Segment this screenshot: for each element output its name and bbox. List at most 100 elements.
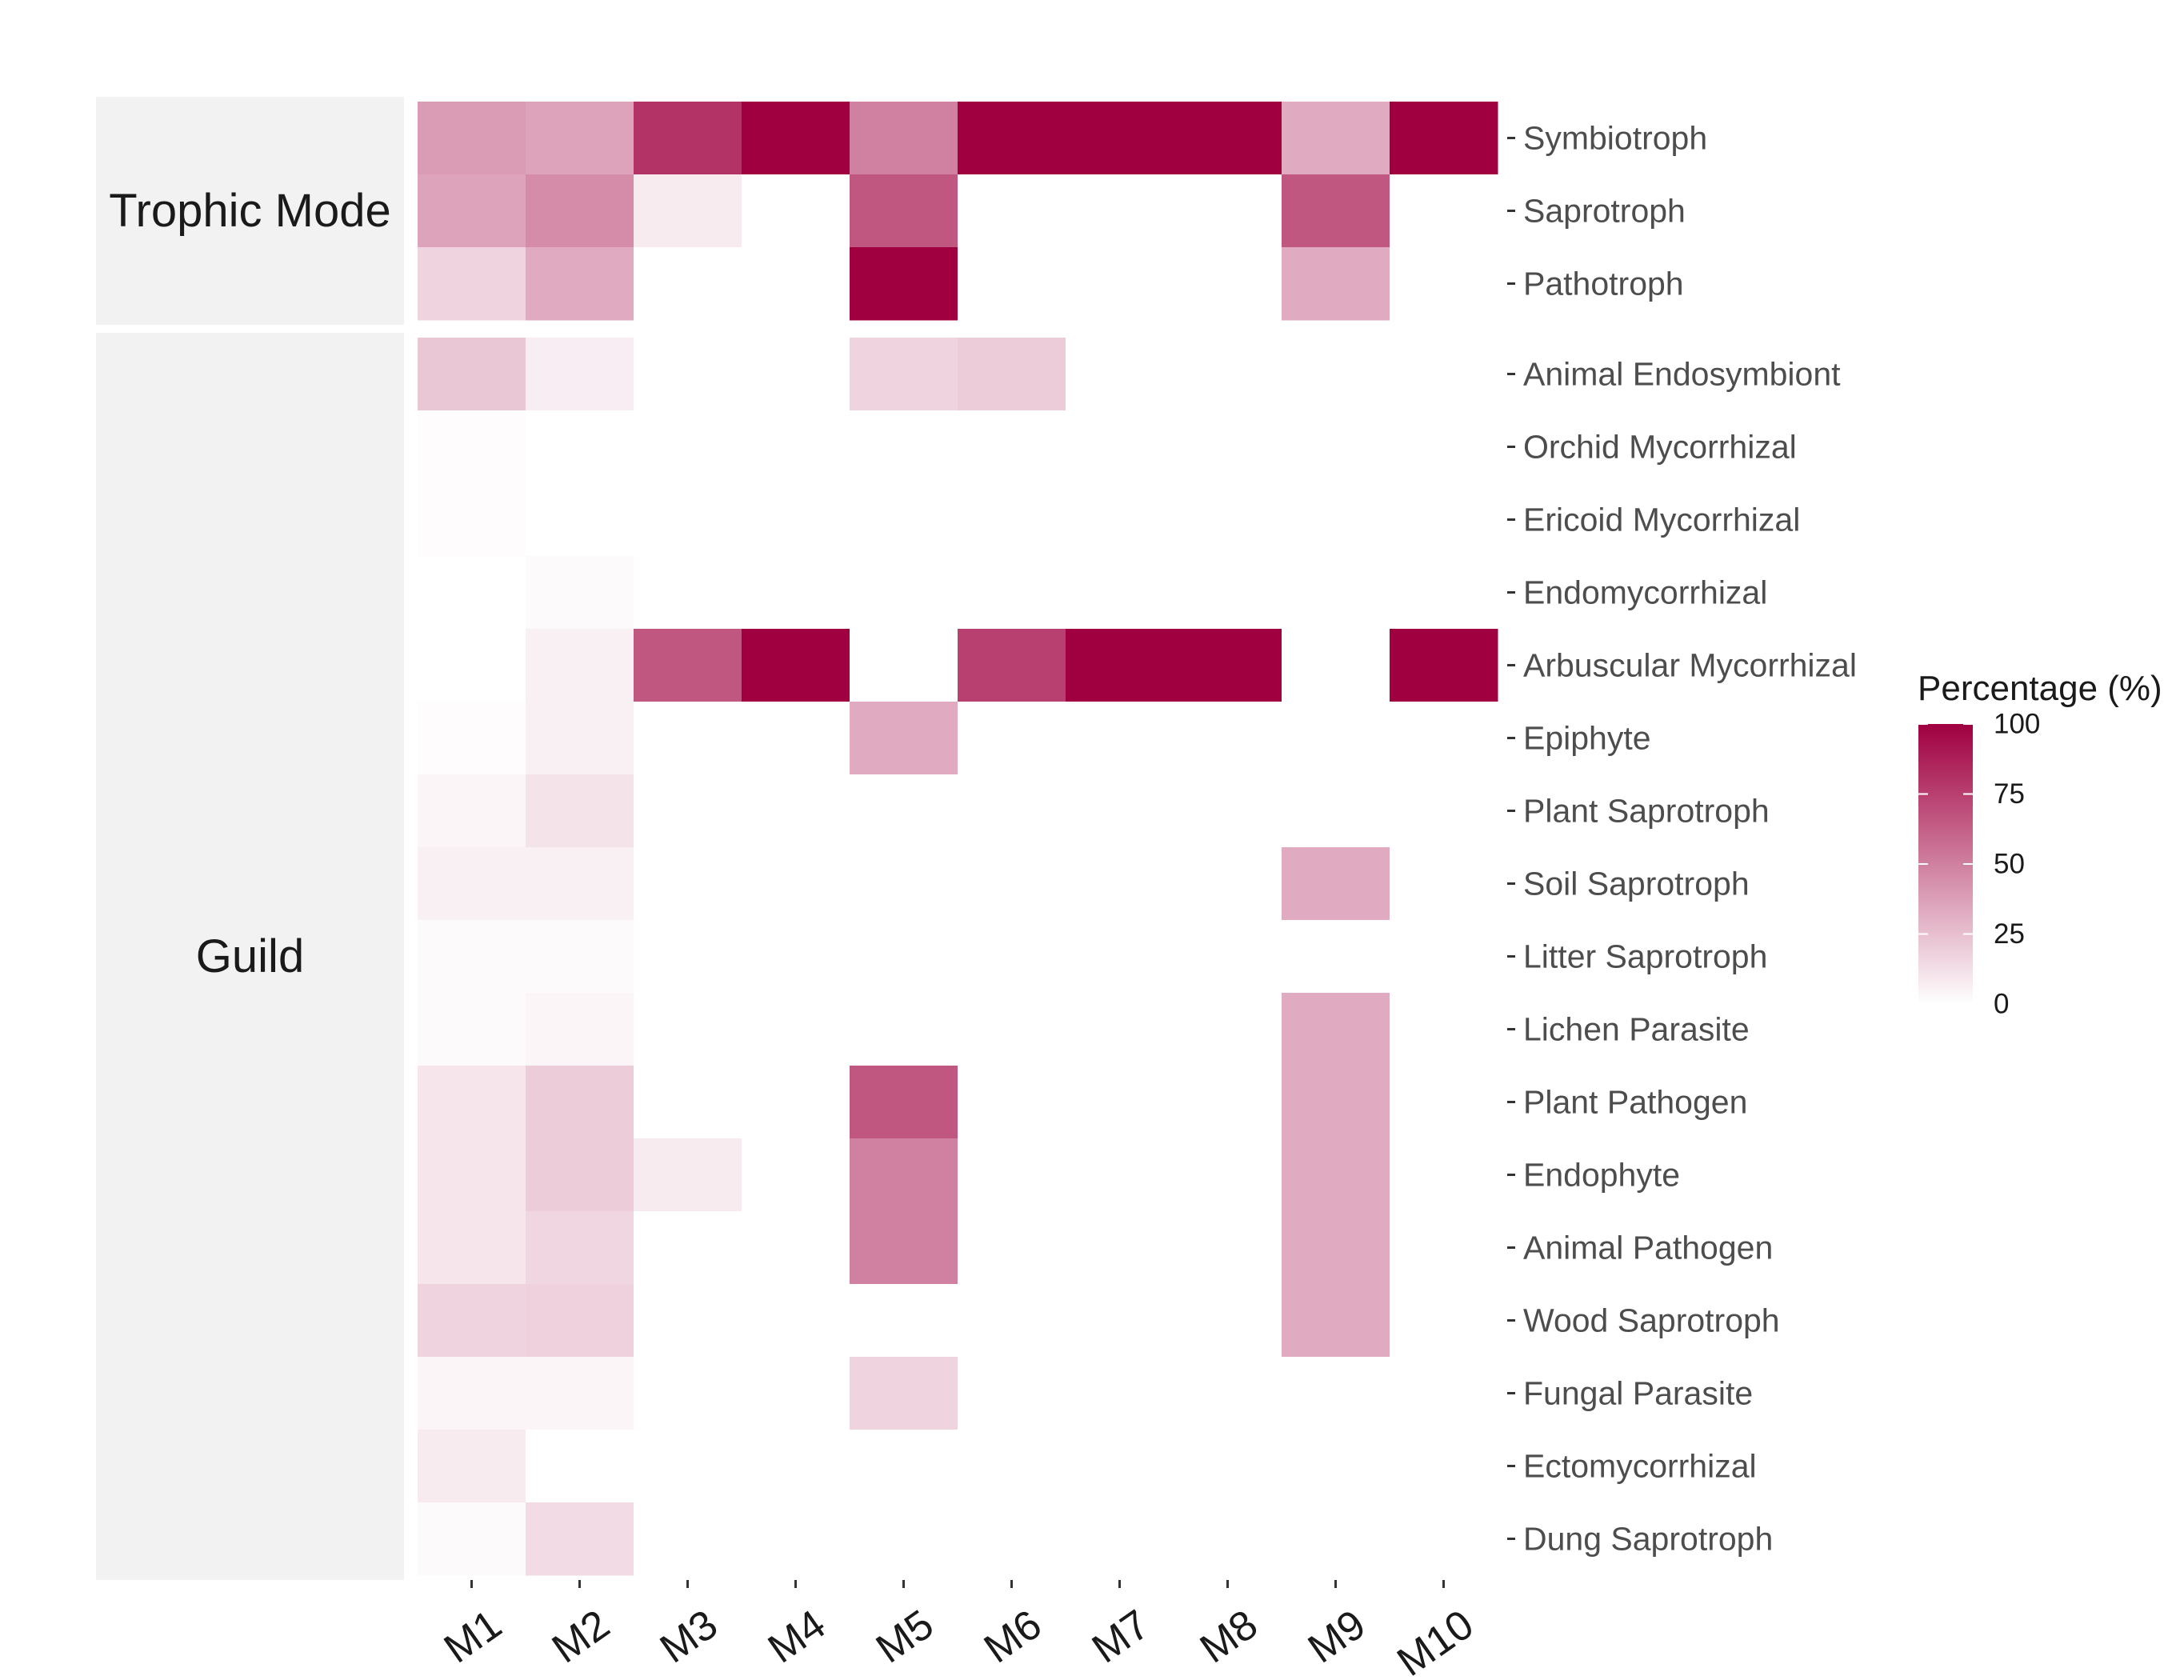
column-label-m6: M6 (976, 1601, 1050, 1672)
cell-soil-saprotroph-m5 (850, 847, 958, 921)
cell-lichen-parasite-m7 (1066, 993, 1174, 1066)
cell-pathotroph-m7 (1066, 247, 1174, 321)
row-label-endomycorrhizal: Endomycorrhizal (1523, 574, 1767, 611)
column-label-m1: M1 (436, 1601, 510, 1672)
cell-plant-pathogen-m5 (850, 1066, 958, 1139)
cell-arbuscular-mycorrhizal-m7 (1066, 629, 1174, 702)
cell-dung-saprotroph-m3 (634, 1502, 742, 1576)
row-label-symbiotroph: Symbiotroph (1523, 120, 1707, 157)
cell-endomycorrhizal-m3 (634, 556, 742, 630)
legend-ticks: 0 25 50 75 100 (1918, 709, 2040, 1020)
cell-symbiotroph-m1 (418, 102, 526, 175)
cell-ericoid-mycorrhizal-m7 (1066, 483, 1174, 557)
row-label-litter-saprotroph: Litter Saprotroph (1523, 938, 1767, 975)
cell-endophyte-m2 (526, 1138, 634, 1212)
facet-strip-trophic-mode (96, 97, 404, 325)
row-label-pathotroph: Pathotroph (1523, 266, 1684, 302)
cell-epiphyte-m8 (1174, 702, 1282, 775)
cell-plant-pathogen-m3 (634, 1066, 742, 1139)
cell-epiphyte-m3 (634, 702, 742, 775)
cell-dung-saprotroph-m4 (742, 1502, 850, 1576)
cell-litter-saprotroph-m5 (850, 920, 958, 994)
cell-wood-saprotroph-m1 (418, 1284, 526, 1358)
cell-orchid-mycorrhizal-m5 (850, 410, 958, 484)
column-label-m5: M5 (868, 1601, 942, 1672)
cell-lichen-parasite-m5 (850, 993, 958, 1066)
cell-arbuscular-mycorrhizal-m5 (850, 629, 958, 702)
cell-ectomycorrhizal-m6 (958, 1430, 1066, 1503)
cell-animal-pathogen-m10 (1390, 1211, 1498, 1285)
cell-animal-endosymbiont-m2 (526, 338, 634, 411)
cell-ericoid-mycorrhizal-m1 (418, 483, 526, 557)
cell-epiphyte-m9 (1282, 702, 1390, 775)
cell-epiphyte-m5 (850, 702, 958, 775)
cell-animal-endosymbiont-m4 (742, 338, 850, 411)
cell-symbiotroph-m2 (526, 102, 634, 175)
cell-pathotroph-m6 (958, 247, 1066, 321)
cell-endomycorrhizal-m7 (1066, 556, 1174, 630)
cell-dung-saprotroph-m5 (850, 1502, 958, 1576)
cell-ectomycorrhizal-m1 (418, 1430, 526, 1503)
row-label-animal-pathogen: Animal Pathogen (1523, 1230, 1773, 1266)
column-label-m4: M4 (760, 1601, 834, 1672)
cell-soil-saprotroph-m4 (742, 847, 850, 921)
cell-orchid-mycorrhizal-m3 (634, 410, 742, 484)
column-label-m2: M2 (544, 1601, 618, 1672)
facet-strips: Trophic Mode Guild (96, 97, 404, 1580)
cell-endophyte-m6 (958, 1138, 1066, 1212)
cell-saprotroph-m7 (1066, 174, 1174, 248)
row-label-saprotroph: Saprotroph (1523, 193, 1686, 230)
cell-arbuscular-mycorrhizal-m8 (1174, 629, 1282, 702)
cell-symbiotroph-m10 (1390, 102, 1498, 175)
cell-pathotroph-m3 (634, 247, 742, 321)
cell-animal-pathogen-m1 (418, 1211, 526, 1285)
row-label-lichen-parasite: Lichen Parasite (1523, 1011, 1750, 1048)
cell-lichen-parasite-m6 (958, 993, 1066, 1066)
cell-soil-saprotroph-m3 (634, 847, 742, 921)
row-label-endophyte: Endophyte (1523, 1157, 1680, 1194)
cell-plant-pathogen-m4 (742, 1066, 850, 1139)
row-label-ericoid-mycorrhizal: Ericoid Mycorrhizal (1523, 502, 1800, 538)
row-label-animal-endosymbiont: Animal Endosymbiont (1523, 356, 1841, 393)
column-label-m8: M8 (1192, 1601, 1266, 1672)
heatmap-cells (418, 102, 1498, 1576)
cell-plant-saprotroph-m3 (634, 774, 742, 848)
cell-epiphyte-m6 (958, 702, 1066, 775)
cell-litter-saprotroph-m1 (418, 920, 526, 994)
cell-ericoid-mycorrhizal-m4 (742, 483, 850, 557)
cell-epiphyte-m4 (742, 702, 850, 775)
cell-fungal-parasite-m2 (526, 1357, 634, 1430)
cell-endophyte-m9 (1282, 1138, 1390, 1212)
cell-endomycorrhizal-m2 (526, 556, 634, 630)
cell-plant-saprotroph-m6 (958, 774, 1066, 848)
cell-plant-saprotroph-m2 (526, 774, 634, 848)
column-label-m7: M7 (1084, 1601, 1158, 1672)
cell-animal-endosymbiont-m8 (1174, 338, 1282, 411)
cell-soil-saprotroph-m1 (418, 847, 526, 921)
cell-litter-saprotroph-m10 (1390, 920, 1498, 994)
cell-ectomycorrhizal-m9 (1282, 1430, 1390, 1503)
legend-tick-label-75: 75 (1994, 778, 2025, 810)
cell-orchid-mycorrhizal-m8 (1174, 410, 1282, 484)
cell-litter-saprotroph-m3 (634, 920, 742, 994)
cell-plant-saprotroph-m9 (1282, 774, 1390, 848)
cell-ectomycorrhizal-m5 (850, 1430, 958, 1503)
cell-fungal-parasite-m7 (1066, 1357, 1174, 1430)
cell-ericoid-mycorrhizal-m10 (1390, 483, 1498, 557)
cell-fungal-parasite-m1 (418, 1357, 526, 1430)
cell-fungal-parasite-m9 (1282, 1357, 1390, 1430)
cell-plant-pathogen-m7 (1066, 1066, 1174, 1139)
cell-endophyte-m1 (418, 1138, 526, 1212)
cell-wood-saprotroph-m8 (1174, 1284, 1282, 1358)
cell-symbiotroph-m7 (1066, 102, 1174, 175)
cell-fungal-parasite-m10 (1390, 1357, 1498, 1430)
cell-soil-saprotroph-m7 (1066, 847, 1174, 921)
cell-animal-pathogen-m5 (850, 1211, 958, 1285)
cell-fungal-parasite-m6 (958, 1357, 1066, 1430)
cell-litter-saprotroph-m2 (526, 920, 634, 994)
cell-wood-saprotroph-m7 (1066, 1284, 1174, 1358)
cell-soil-saprotroph-m8 (1174, 847, 1282, 921)
cell-dung-saprotroph-m8 (1174, 1502, 1282, 1576)
cell-endophyte-m3 (634, 1138, 742, 1212)
row-axis: Symbiotroph Saprotroph Pathotroph Animal En… (1507, 120, 1857, 1558)
